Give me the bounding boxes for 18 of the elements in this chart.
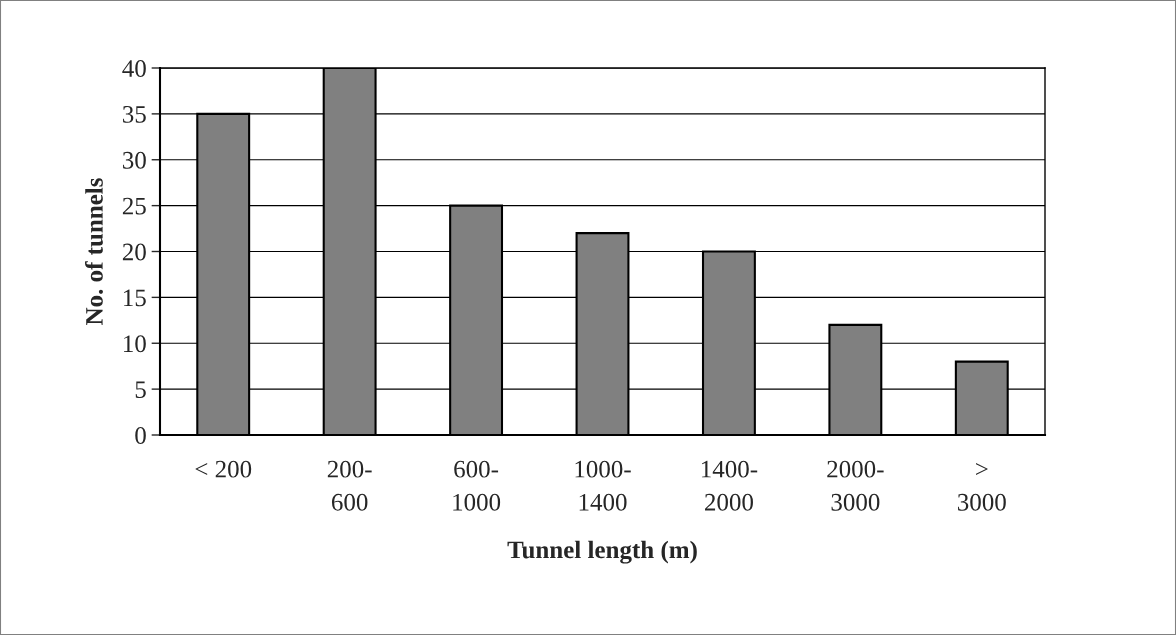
y-tick-label: 15	[124, 289, 146, 307]
y-tick-label: 5	[135, 381, 146, 399]
y-tick-label: 10	[124, 335, 146, 353]
y-tick-label: 40	[122, 60, 146, 77]
y-tick-label: 0	[135, 427, 146, 444]
x-tick-label: 1400- 2000	[701, 460, 758, 511]
y-tick-label: 20	[122, 243, 146, 261]
y-tick-label: 25	[122, 197, 146, 215]
y-tick-label: 30	[123, 151, 146, 169]
x-tick-label: 200- 600	[327, 460, 372, 511]
x-tick-label: 600- 1000	[453, 460, 501, 511]
y-tick-label: 35	[123, 105, 146, 123]
x-tick-label: < 200	[195, 460, 252, 478]
y-axis-title: No. of tunnels	[84, 178, 103, 325]
x-tick-label: > 3000	[957, 463, 1006, 511]
x-axis-title: Tunnel length (m)	[507, 540, 697, 564]
x-tick-label: 1000- 1400	[575, 460, 631, 511]
x-tick-label: 2000- 3000	[827, 460, 884, 511]
